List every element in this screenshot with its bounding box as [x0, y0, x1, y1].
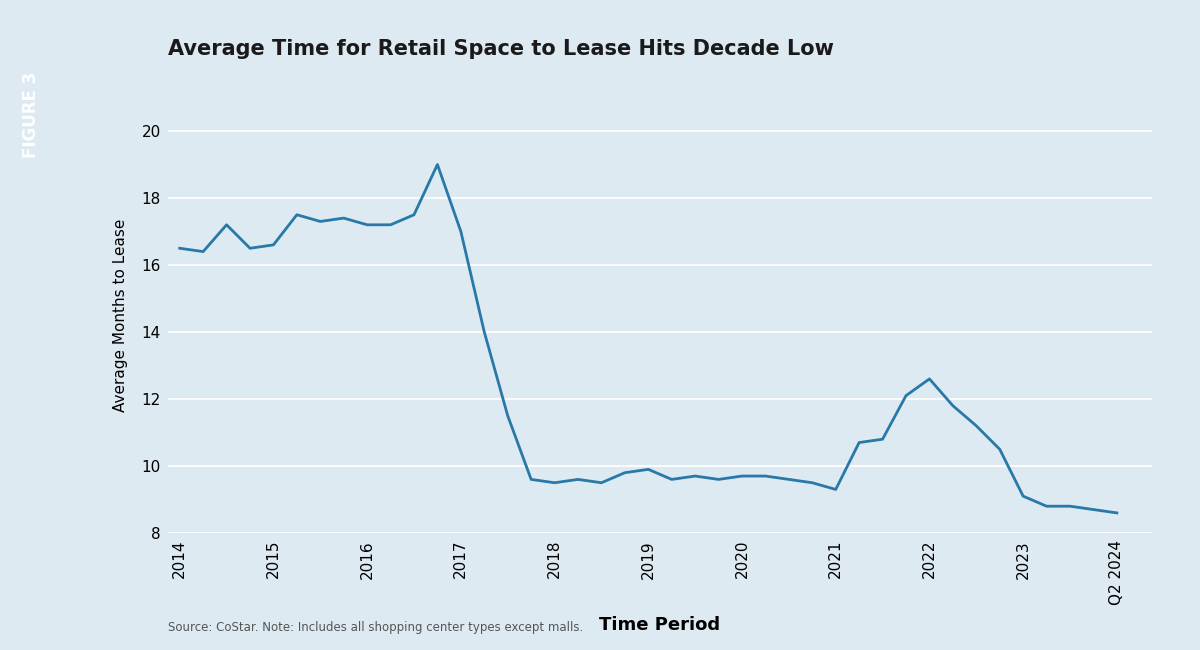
Text: Source: CoStar. Note: Includes all shopping center types except malls.: Source: CoStar. Note: Includes all shopp… [168, 621, 583, 634]
Y-axis label: Average Months to Lease: Average Months to Lease [113, 218, 127, 412]
Text: FIGURE 3: FIGURE 3 [22, 72, 41, 157]
X-axis label: Time Period: Time Period [600, 616, 720, 634]
Text: Average Time for Retail Space to Lease Hits Decade Low: Average Time for Retail Space to Lease H… [168, 39, 834, 59]
